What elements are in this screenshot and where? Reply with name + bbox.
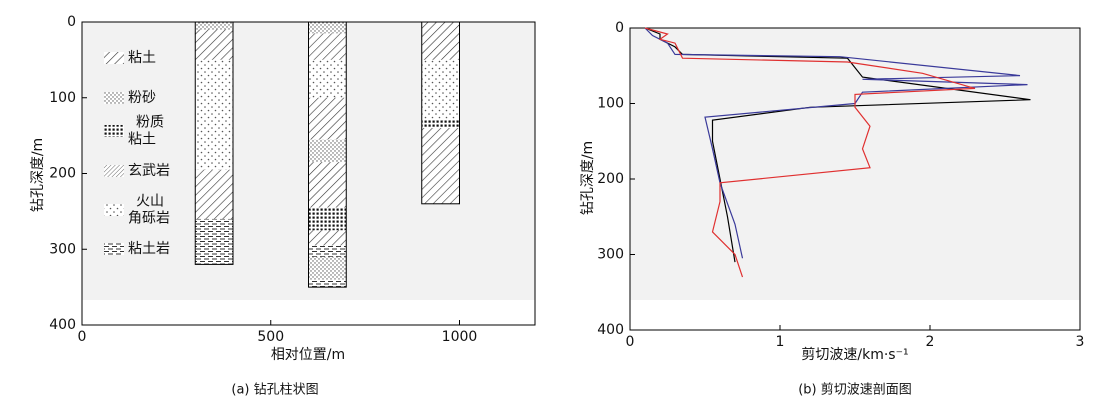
x-tick-label: 500 (257, 329, 284, 345)
x-tick-label: 1 (776, 334, 785, 350)
borehole-outline (194, 21, 234, 265)
y-tick-label: 200 (49, 166, 76, 182)
caption: (b) 剪切波速剖面图 (798, 382, 912, 398)
y-tick-label: 100 (49, 90, 76, 106)
layer (308, 207, 347, 231)
y-tick-label: 300 (597, 247, 624, 263)
layer (195, 59, 233, 170)
layer (195, 29, 233, 60)
layer (308, 230, 347, 246)
layer (421, 120, 460, 129)
legend-label: 火山 (136, 194, 164, 210)
y-tick-label: 300 (49, 241, 76, 257)
legend-swatch (104, 204, 124, 216)
legend-label: 粉质 (136, 115, 164, 131)
borehole-outline (308, 21, 347, 288)
caption: (a) 钻孔柱状图 (231, 383, 318, 398)
x-axis-label: 剪切波速/km·s⁻¹ (801, 347, 908, 363)
plot-background (630, 28, 1080, 300)
layer (421, 22, 460, 60)
legend-swatch (104, 165, 124, 177)
layer (421, 59, 460, 121)
legend-label: 角砾岩 (128, 211, 170, 227)
y-tick-label: 100 (597, 96, 624, 112)
layer (308, 256, 347, 280)
borehole-outline (421, 21, 460, 205)
x-tick-label: 3 (1076, 334, 1085, 350)
x-tick-label: 2 (926, 334, 935, 350)
layer (195, 169, 233, 219)
y-tick-label: 400 (49, 317, 76, 333)
layer (308, 97, 347, 140)
legend-swatch (104, 52, 124, 64)
legend-label: 粘土 (128, 132, 156, 148)
layer (308, 245, 347, 257)
series-line (644, 27, 976, 278)
y-axis-label: 钻孔深度/m (30, 138, 46, 212)
y-axis-label: 钻孔深度/m (580, 141, 596, 215)
legend-label: 粘土 (128, 50, 156, 66)
layer (308, 22, 347, 34)
y-tick-label: 400 (597, 322, 624, 338)
layer (308, 59, 347, 98)
layer (308, 279, 347, 288)
legend-label: 玄武岩 (128, 162, 170, 179)
x-tick-label: 1000 (442, 329, 478, 345)
x-tick-label: 0 (626, 334, 635, 350)
y-tick-label: 0 (67, 14, 76, 30)
series-line (644, 27, 1028, 259)
layer (195, 22, 233, 30)
layer (195, 218, 233, 265)
x-axis-label: 相对位置/m (271, 347, 345, 363)
y-tick-label: 0 (615, 20, 624, 36)
layer (308, 162, 347, 208)
legend-swatch (104, 243, 124, 255)
legend-label: 粉砂 (128, 90, 156, 106)
x-tick-label: 0 (78, 329, 87, 345)
layer (421, 128, 460, 204)
y-tick-label: 200 (597, 171, 624, 187)
legend-swatch (104, 92, 124, 104)
legend-label: 粘土岩 (128, 241, 170, 257)
layer (308, 139, 347, 163)
layer (308, 33, 347, 60)
legend-swatch (104, 125, 124, 137)
